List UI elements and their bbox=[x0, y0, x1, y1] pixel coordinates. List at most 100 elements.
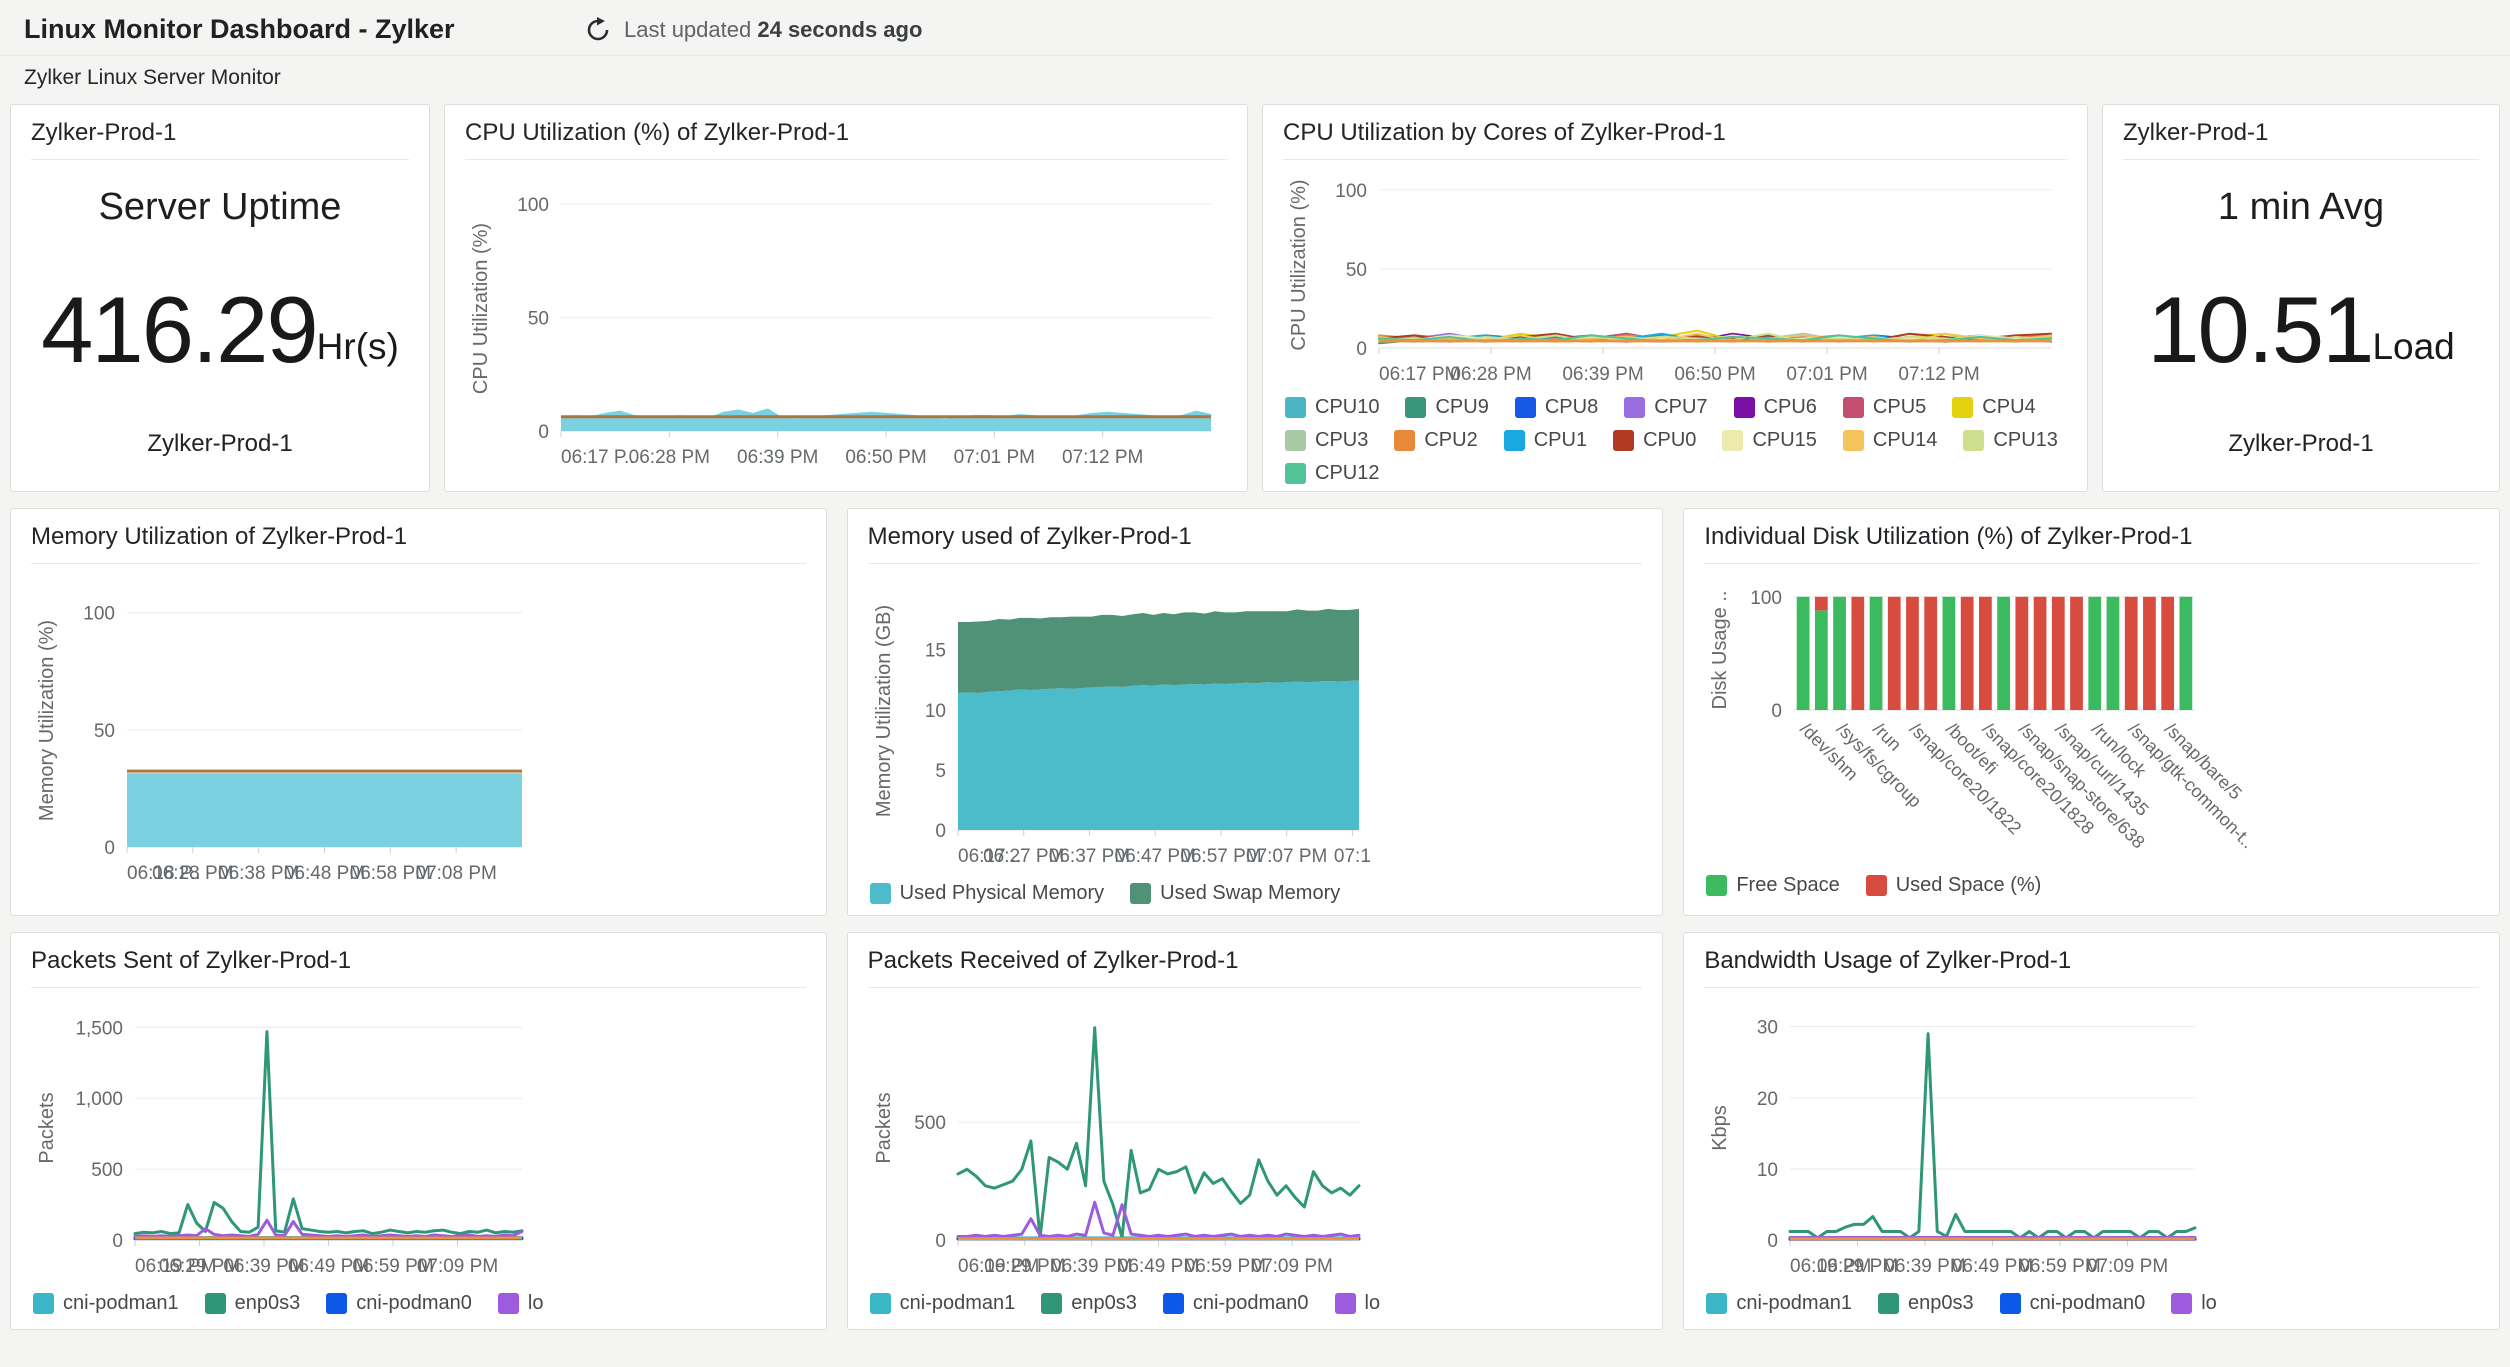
legend-item[interactable]: Used Space (%) bbox=[1865, 874, 2041, 897]
bandwidth-chart[interactable]: 0 10 20 30 Kbps 06:19 PM 06:29 PM 06:39 PM 06:49… bbox=[1704, 1002, 2209, 1288]
legend-item[interactable]: CPU12 bbox=[1285, 462, 1379, 485]
card-title: CPU Utilization (%) of Zylker-Prod-1 bbox=[465, 119, 1227, 160]
legend-item[interactable]: CPU15 bbox=[1722, 429, 1817, 452]
memory-used-chart[interactable]: 0 5 10 15 Memory Utilization (GB) 06:17 .. 06:… bbox=[868, 578, 1373, 878]
legend-item[interactable]: CPU10 bbox=[1285, 396, 1379, 419]
svg-text:06:59 PM: 06:59 PM bbox=[1184, 1256, 1265, 1277]
legend-item[interactable]: CPU5 bbox=[1842, 396, 1927, 419]
legend-label: Used Physical Memory bbox=[899, 882, 1105, 904]
legend-item[interactable]: cni-podman0 bbox=[1162, 1292, 1309, 1315]
legend-item[interactable]: CPU9 bbox=[1405, 396, 1489, 419]
svg-text:0: 0 bbox=[538, 422, 549, 443]
cpu-utilization-chart[interactable]: 0 50 100 CPU Utilization (%) 06:17 P.. 06:28 … bbox=[465, 172, 1227, 477]
legend-item[interactable]: CPU13 bbox=[1963, 429, 2058, 452]
disk-utilization-chart[interactable]: 0 100 Disk Usage ../dev/shm/sys/fs/cgroup /… bbox=[1704, 580, 2258, 870]
svg-text:Disk Usage ..: Disk Usage .. bbox=[1709, 591, 1731, 710]
svg-text:Packets: Packets bbox=[873, 1092, 895, 1163]
svg-text:10: 10 bbox=[1757, 1160, 1778, 1181]
svg-text:06:19 PM: 06:19 PM bbox=[958, 1256, 1039, 1277]
card-title: Packets Sent of Zylker-Prod-1 bbox=[31, 947, 806, 988]
legend-swatch-icon bbox=[1733, 397, 1755, 418]
packets-sent-chart[interactable]: 0 500 1,000 1,500 Packets 06:19 PM 06:29 PM 06:… bbox=[31, 1002, 536, 1288]
legend-label: CPU5 bbox=[1872, 396, 1927, 418]
svg-text:06:49 PM: 06:49 PM bbox=[288, 1256, 369, 1277]
svg-text:06:48 PM: 06:48 PM bbox=[284, 863, 365, 884]
legend-label: Free Space bbox=[1736, 874, 1840, 896]
legend-swatch-icon bbox=[326, 1293, 348, 1314]
svg-text:07:09 PM: 07:09 PM bbox=[2087, 1256, 2168, 1277]
last-updated: Last updated 24 seconds ago bbox=[584, 16, 922, 44]
load-card: Zylker-Prod-1 1 min Avg 10.51 Load Zylke… bbox=[2102, 104, 2500, 492]
svg-text:100: 100 bbox=[1751, 588, 1783, 609]
svg-text:06:57 PM: 06:57 PM bbox=[1180, 846, 1261, 867]
legend-more-link[interactable]: 1 more... bbox=[1283, 485, 2067, 491]
svg-text:06:29 PM: 06:29 PM bbox=[984, 1256, 1065, 1277]
svg-text:1,000: 1,000 bbox=[75, 1089, 123, 1110]
legend-item[interactable]: CPU1 bbox=[1503, 429, 1587, 452]
legend-item[interactable]: lo bbox=[497, 1292, 543, 1315]
legend-item[interactable]: cni-podman0 bbox=[1999, 1292, 2145, 1315]
legend-swatch-icon bbox=[204, 1293, 226, 1314]
legend-swatch-icon bbox=[497, 1293, 519, 1314]
legend-item[interactable]: lo bbox=[2171, 1292, 2217, 1315]
svg-text:06:39 PM: 06:39 PM bbox=[1562, 364, 1643, 385]
packets-received-chart[interactable]: 0 500 Packets 06:19 PM 06:29 PM 06:39 PM 06:49… bbox=[868, 1002, 1373, 1288]
disk-utilization-card: Individual Disk Utilization (%) of Zylke… bbox=[1683, 508, 2500, 916]
bandwidth-card: Bandwidth Usage of Zylker-Prod-1 0 10 20 30… bbox=[1683, 932, 2500, 1330]
legend-item[interactable]: CPU8 bbox=[1514, 396, 1598, 419]
svg-text:0: 0 bbox=[1356, 339, 1367, 360]
legend-swatch-icon bbox=[1285, 463, 1306, 484]
legend-label: CPU0 bbox=[1643, 429, 1697, 451]
legend-label: enp0s3 bbox=[1907, 1292, 1974, 1314]
svg-text:07:12 PM: 07:12 PM bbox=[1898, 364, 1979, 385]
legend-item[interactable]: lo bbox=[1334, 1292, 1380, 1315]
svg-text:5: 5 bbox=[935, 761, 946, 782]
legend-label: CPU6 bbox=[1763, 396, 1817, 418]
svg-text:0: 0 bbox=[935, 1231, 946, 1252]
memory-utilization-chart[interactable]: 0 50 100 Memory Utilization (%) 06:18 P.. 06:… bbox=[31, 580, 536, 895]
card-title: Individual Disk Utilization (%) of Zylke… bbox=[1704, 523, 2479, 564]
legend-item[interactable]: CPU4 bbox=[1952, 396, 2036, 419]
cpu-cores-chart[interactable]: 0 50 100 CPU Utilization (%) 06:17 PM 06:28 P… bbox=[1283, 170, 2067, 392]
legend-label: CPU15 bbox=[1752, 429, 1817, 451]
memory-utilization-card: Memory Utilization of Zylker-Prod-1 0 50 1… bbox=[10, 508, 827, 916]
load-value: 10.51 bbox=[2147, 276, 2374, 382]
refresh-icon[interactable] bbox=[584, 16, 612, 44]
legend-swatch-icon bbox=[1706, 1293, 1728, 1314]
svg-text:07:09 PM: 07:09 PM bbox=[417, 1256, 498, 1277]
legend-item[interactable]: Used Physical Memory bbox=[869, 882, 1105, 905]
legend-item[interactable]: cni-podman1 bbox=[869, 1292, 1015, 1315]
legend-item[interactable]: CPU3 bbox=[1285, 429, 1368, 452]
row-3: Packets Sent of Zylker-Prod-1 0 500 1,000 1… bbox=[0, 932, 2510, 1330]
legend-item[interactable]: cni-podman1 bbox=[1706, 1292, 1852, 1315]
legend-item[interactable]: CPU2 bbox=[1394, 429, 1478, 452]
svg-text:06:58 PM: 06:58 PM bbox=[350, 863, 431, 884]
card-title: Zylker-Prod-1 bbox=[31, 119, 409, 160]
legend-label: CPU2 bbox=[1424, 429, 1478, 451]
legend-item[interactable]: enp0s3 bbox=[204, 1292, 300, 1315]
legend-item[interactable]: CPU7 bbox=[1624, 396, 1708, 419]
legend-swatch-icon bbox=[1514, 397, 1536, 418]
svg-text:06:28 PM: 06:28 PM bbox=[152, 863, 233, 884]
page-header: Linux Monitor Dashboard - Zylker Last up… bbox=[0, 0, 2510, 56]
legend-item[interactable]: CPU0 bbox=[1613, 429, 1696, 452]
legend-item[interactable]: cni-podman0 bbox=[326, 1292, 472, 1315]
svg-text:07:01 PM: 07:01 PM bbox=[1786, 364, 1867, 385]
legend-label: CPU9 bbox=[1435, 396, 1489, 418]
dashboard-subtitle: Zylker Linux Server Monitor bbox=[24, 66, 281, 89]
legend-item[interactable]: enp0s3 bbox=[1041, 1292, 1137, 1315]
legend-item[interactable]: cni-podman1 bbox=[33, 1292, 179, 1315]
legend-item[interactable]: Free Space bbox=[1706, 874, 1840, 897]
svg-text:Packets: Packets bbox=[36, 1092, 58, 1163]
legend-swatch-icon bbox=[1041, 1293, 1063, 1314]
cpu-cores-legend: CPU10 CPU9 CPU8 CPU7 CPU6 CPU5 CPU4 CPU3 CPU2 CPU… bbox=[1283, 392, 2067, 485]
legend-item[interactable]: CPU14 bbox=[1842, 429, 1937, 452]
legend-swatch-icon bbox=[1130, 883, 1152, 904]
legend-item[interactable]: CPU6 bbox=[1733, 396, 1817, 419]
svg-text:06:27 PM: 06:27 PM bbox=[983, 846, 1064, 867]
metric-label: 1 min Avg bbox=[2217, 186, 2385, 228]
legend-item[interactable]: enp0s3 bbox=[1877, 1292, 1974, 1315]
svg-text:06:19 PM: 06:19 PM bbox=[1790, 1256, 1871, 1277]
legend-swatch-icon bbox=[1722, 430, 1744, 451]
legend-item[interactable]: Used Swap Memory bbox=[1130, 882, 1340, 905]
